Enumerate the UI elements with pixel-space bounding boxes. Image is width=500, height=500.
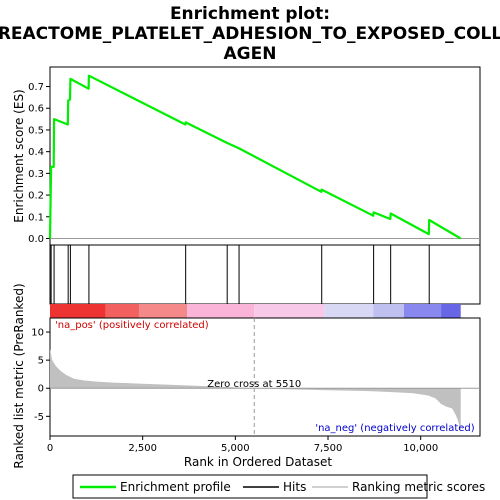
es-panel: 0.0 0.1 0.2 0.3 0.4 0.5 0.6 0.7 [28, 66, 481, 246]
metric-ylabel: Ranked list metric (PreRanked) [12, 283, 26, 468]
metric-ytick-label: 10 [31, 328, 44, 339]
es-ytick-label: 0.3 [28, 169, 44, 180]
x-tick-label: 5,000 [221, 443, 250, 454]
es-y-ticks: 0.0 0.1 0.2 0.3 0.4 0.5 0.6 0.7 [28, 82, 50, 245]
es-ytick-label: 0.4 [28, 147, 44, 158]
ranking-metric-area [50, 348, 461, 433]
es-ytick-label: 0.2 [28, 191, 44, 202]
hit-lines [50, 245, 430, 304]
es-ytick-label: 0.0 [28, 234, 44, 245]
heat-segment [254, 304, 325, 318]
es-ytick-label: 0.1 [28, 212, 44, 223]
rank-color-bar [50, 304, 461, 318]
heat-segment [324, 304, 374, 318]
negative-correlation-label: 'na_neg' (negatively correlated) [315, 423, 474, 434]
x-tick-label: 0 [47, 443, 53, 454]
es-ytick-label: 0.7 [28, 82, 44, 93]
heat-segment [404, 304, 442, 318]
x-tick-label: 10,000 [403, 443, 438, 454]
metric-ytick-label: 5 [38, 356, 44, 367]
heat-segment [138, 304, 188, 318]
es-ytick-label: 0.5 [28, 125, 44, 136]
legend: Enrichment profile Hits Ranking metric s… [72, 474, 485, 499]
legend-metric-label: Ranking metric scores [352, 480, 485, 494]
es-panel-frame [49, 66, 481, 246]
es-ylabel: Enrichment score (ES) [12, 89, 26, 222]
chart-title-line1: Enrichment plot: [170, 4, 330, 24]
metric-ytick-label: 0 [38, 384, 44, 395]
positive-correlation-label: 'na_pos' (positively correlated) [55, 320, 209, 331]
metric-panel-frame [49, 317, 481, 437]
heat-segment [187, 304, 255, 318]
enrichment-profile-line [48, 74, 462, 240]
hits-panel [49, 244, 481, 305]
chart-title-line2: REACTOME_PLATELET_ADHESION_TO_EXPOSED_CO… [0, 24, 500, 44]
x-tick-label: 7,500 [314, 443, 343, 454]
x-ticks: 0 2,500 5,000 7,500 10,000 [47, 436, 438, 454]
heat-segment [50, 304, 106, 318]
heat-segment [441, 304, 461, 318]
legend-enrichment-label: Enrichment profile [120, 480, 231, 494]
zero-cross-label: Zero cross at 5510 [207, 379, 301, 390]
es-ytick-label: 0.6 [28, 104, 44, 115]
heat-segment [373, 304, 405, 318]
metric-y-ticks: -5 0 5 10 [31, 328, 50, 423]
x-axis-label: Rank in Ordered Dataset [184, 455, 332, 469]
hits-panel-frame [49, 244, 481, 305]
heat-segment [105, 304, 139, 318]
legend-hits-label: Hits [283, 480, 306, 494]
x-tick-label: 2,500 [128, 443, 157, 454]
metric-ytick-label: -5 [34, 412, 44, 423]
chart-title-line3: AGEN [224, 44, 277, 64]
